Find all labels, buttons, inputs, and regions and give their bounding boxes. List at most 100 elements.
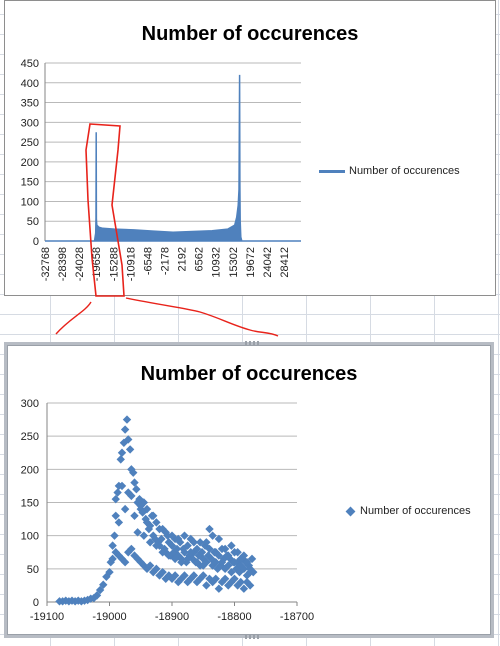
data-point bbox=[83, 595, 92, 605]
data-point bbox=[230, 574, 239, 583]
data-point bbox=[214, 584, 224, 593]
data-point bbox=[211, 574, 220, 583]
y-tick-label: 100 bbox=[21, 531, 39, 543]
data-point bbox=[139, 498, 149, 507]
data-point bbox=[189, 571, 199, 580]
x-tick-label: -32768 bbox=[40, 247, 52, 281]
chart-zoomed-range[interactable]: Number of occurences 0 50 100 150 200 250 300 -… bbox=[4, 341, 494, 639]
data-point bbox=[139, 561, 149, 570]
data-point bbox=[89, 593, 99, 603]
data-point bbox=[199, 571, 208, 580]
data-point bbox=[220, 574, 230, 583]
data-point bbox=[122, 415, 132, 424]
x-tick-label: 10932 bbox=[211, 247, 223, 278]
x-tick-label: -2178 bbox=[159, 247, 171, 275]
data-point bbox=[180, 571, 189, 580]
y-tick-label: 400 bbox=[21, 78, 39, 90]
data-point bbox=[113, 488, 122, 497]
legend-diamond-marker bbox=[345, 506, 356, 516]
x-tick-label: -19100 bbox=[30, 611, 64, 623]
data-point bbox=[224, 561, 233, 570]
data-point bbox=[125, 445, 135, 454]
y-tick-label: 50 bbox=[27, 564, 39, 576]
legend-label: Number of occurences bbox=[360, 505, 471, 517]
data-point bbox=[132, 485, 141, 494]
y-tick-label: 350 bbox=[21, 98, 39, 110]
data-point bbox=[233, 548, 242, 557]
data-point bbox=[180, 548, 189, 557]
data-point bbox=[239, 584, 249, 593]
data-point bbox=[133, 498, 142, 507]
legend-line-marker bbox=[319, 169, 345, 173]
data-point bbox=[186, 574, 195, 583]
chart-legend: Number of occurences bbox=[345, 505, 471, 517]
y-tick-label: 250 bbox=[21, 137, 39, 149]
data-point bbox=[150, 534, 160, 544]
data-point bbox=[114, 551, 124, 560]
x-tick-label: -19658 bbox=[91, 247, 103, 281]
resize-handle-top[interactable] bbox=[245, 341, 259, 346]
x-tick-label: 28412 bbox=[279, 247, 291, 278]
chart-full-range[interactable]: Number of occurences 0 50 100 150 200 250 300 3… bbox=[4, 0, 496, 296]
data-point bbox=[174, 534, 183, 544]
y-tick-label: 0 bbox=[33, 597, 39, 609]
x-tick-label: -18700 bbox=[280, 611, 314, 623]
data-point bbox=[216, 561, 225, 570]
data-point bbox=[174, 551, 183, 560]
chart-title: Number of occurences bbox=[141, 23, 359, 45]
data-point bbox=[244, 561, 254, 570]
data-point bbox=[136, 501, 145, 511]
x-tick-label: 19672 bbox=[245, 247, 257, 278]
x-tick-label: -24028 bbox=[74, 247, 86, 281]
x-tick-label: -18800 bbox=[217, 611, 251, 623]
x-tick-label: 15302 bbox=[228, 247, 240, 278]
data-point bbox=[167, 574, 177, 583]
data-point bbox=[208, 561, 217, 570]
data-point bbox=[120, 504, 130, 514]
data-point bbox=[145, 561, 155, 570]
y-tick-label: 200 bbox=[21, 464, 39, 476]
y-tick-label: 300 bbox=[21, 117, 39, 129]
data-point bbox=[158, 548, 167, 557]
data-point bbox=[111, 548, 120, 557]
y-tick-label: 0 bbox=[33, 236, 39, 248]
data-point bbox=[117, 448, 127, 457]
data-point bbox=[186, 548, 195, 557]
x-tick-label: -15288 bbox=[108, 247, 120, 281]
data-point bbox=[220, 544, 230, 554]
data-point bbox=[169, 548, 179, 557]
data-point bbox=[172, 544, 182, 554]
x-tick-label: -19000 bbox=[92, 611, 126, 623]
y-tick-label: 300 bbox=[21, 398, 39, 410]
x-tick-label: 6562 bbox=[194, 247, 206, 271]
data-point bbox=[120, 425, 130, 434]
x-tick-label: 2192 bbox=[177, 247, 189, 271]
data-point bbox=[236, 561, 245, 570]
y-tick-label: 150 bbox=[21, 177, 39, 189]
data-point bbox=[161, 574, 170, 583]
x-tick-label: -28398 bbox=[57, 247, 69, 281]
data-point bbox=[144, 524, 154, 534]
data-point bbox=[102, 572, 111, 581]
resize-handle-bottom[interactable] bbox=[245, 634, 259, 639]
data-point bbox=[195, 574, 205, 583]
data-point bbox=[186, 534, 195, 544]
y-tick-label: 200 bbox=[21, 157, 39, 169]
y-tick-label: 150 bbox=[21, 498, 39, 510]
data-point bbox=[127, 544, 136, 554]
data-point bbox=[117, 481, 127, 491]
data-point bbox=[170, 571, 180, 580]
data-point bbox=[149, 511, 158, 520]
chart-legend: Number of occurences bbox=[319, 165, 460, 177]
data-point bbox=[214, 534, 224, 544]
data-point bbox=[124, 548, 133, 557]
data-point bbox=[145, 521, 155, 530]
y-tick-label: 250 bbox=[21, 431, 39, 443]
data-point bbox=[239, 551, 249, 560]
y-tick-label: 450 bbox=[21, 58, 39, 70]
x-tick-label: -10918 bbox=[125, 247, 137, 281]
y-tick-label: 50 bbox=[27, 216, 39, 228]
data-point bbox=[95, 585, 105, 595]
data-point bbox=[177, 574, 186, 583]
